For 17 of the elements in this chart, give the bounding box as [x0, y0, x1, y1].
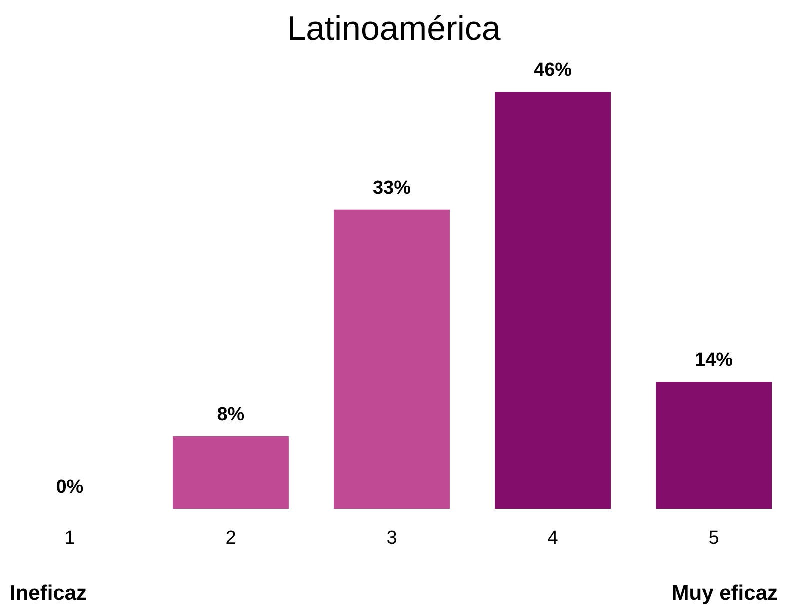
x-tick-label: 2: [226, 528, 236, 549]
text: Ineficaz: [10, 582, 88, 605]
data-label: 0%: [56, 477, 84, 498]
chart-title: Latinoamérica: [287, 10, 501, 48]
bar: [173, 436, 289, 509]
bar: [334, 210, 450, 509]
data-label: 8%: [217, 404, 245, 426]
x-tick-label: 5: [708, 528, 720, 549]
text: Muy eficaz: [672, 582, 778, 605]
data-label: 33%: [372, 178, 412, 199]
data-label: 14%: [695, 350, 734, 372]
data-label: 46%: [534, 60, 572, 81]
bar: [495, 92, 611, 509]
bar: [656, 382, 772, 509]
x-tick-label: 4: [548, 528, 559, 549]
x-tick-label: 1: [64, 528, 76, 549]
x-tick-label: 3: [386, 528, 398, 549]
